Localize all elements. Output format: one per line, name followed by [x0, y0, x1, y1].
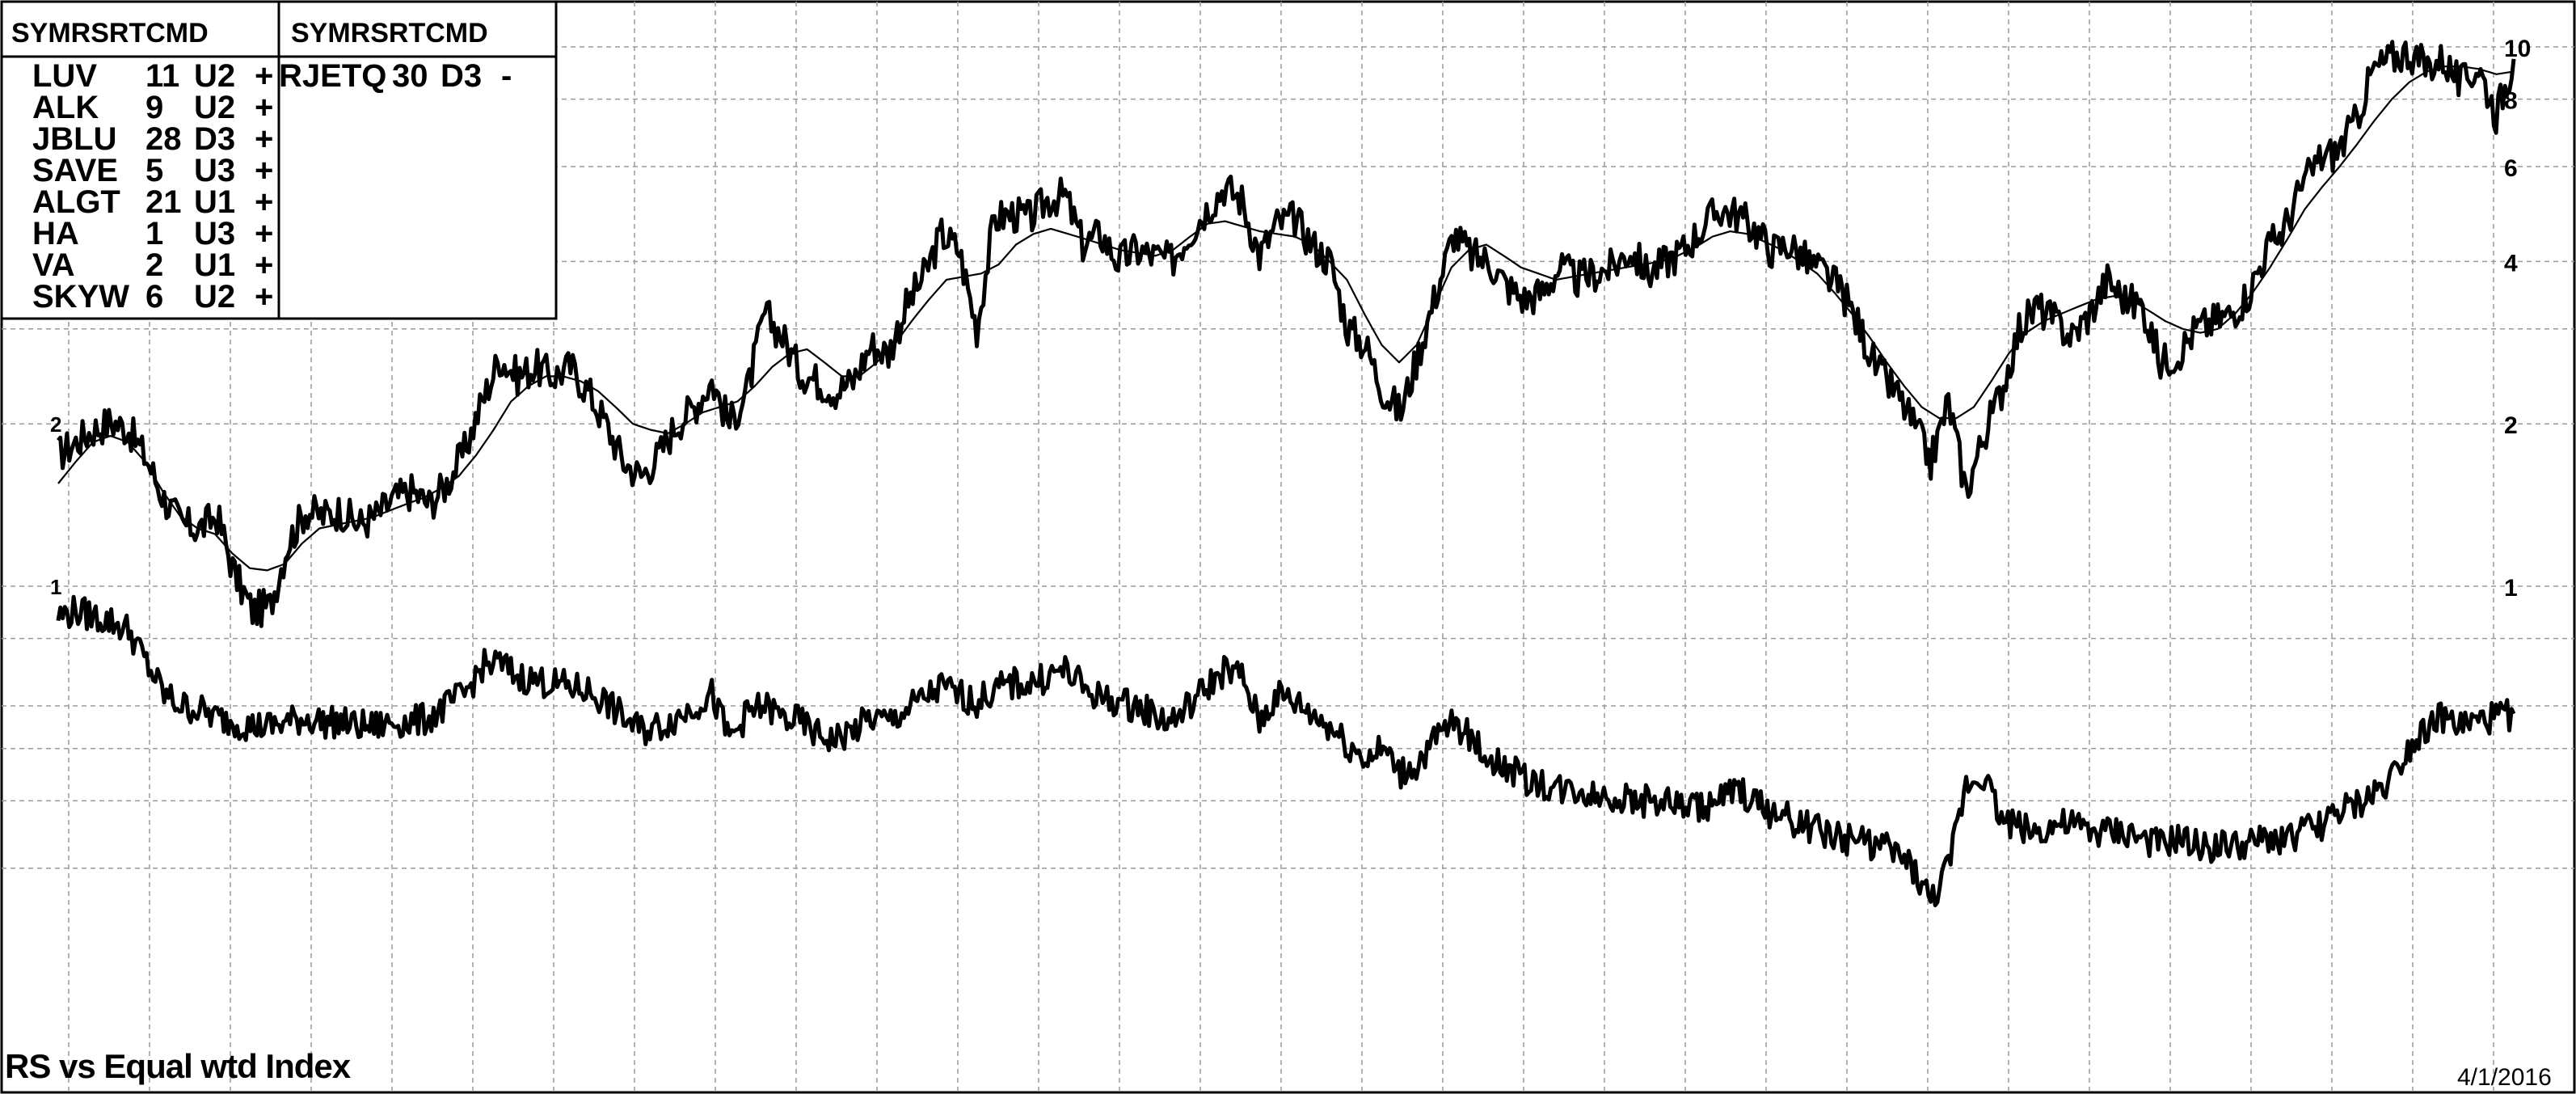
- left-row-cmd: +: [255, 153, 274, 188]
- left-row-rs: 5: [145, 153, 164, 188]
- right-row-sym: RJETQ: [279, 58, 387, 94]
- chart-title: RS vs Equal wtd Index: [5, 1047, 351, 1085]
- left-row-rt: U3: [194, 153, 236, 188]
- left-axis-tick-label: 2: [50, 412, 61, 437]
- left-row-sym: SAVE: [32, 153, 118, 188]
- left-table-header: SYMRSRTCMD: [11, 18, 209, 49]
- summary-table-frame: [0, 0, 558, 320]
- left-row-rs: 21: [145, 184, 182, 220]
- left-row-rt: U1: [194, 184, 236, 220]
- left-row-rt: U2: [194, 58, 236, 94]
- chart-date: 4/1/2016: [2457, 1064, 2552, 1091]
- left-row-sym: LUV: [32, 58, 97, 94]
- left-row-cmd: +: [255, 58, 274, 94]
- left-row-sym: ALGT: [32, 184, 120, 220]
- left-row-rs: 11: [145, 58, 180, 94]
- left-row-rs: 9: [145, 90, 164, 125]
- right-axis-tick-label: 6: [2504, 155, 2518, 182]
- right-axis-tick-label: 2: [2504, 412, 2518, 439]
- left-row-sym: SKYW: [32, 279, 129, 315]
- right-row-cmd: -: [501, 58, 512, 94]
- left-row-rt: D3: [194, 121, 236, 157]
- left-row-rs: 28: [145, 121, 182, 157]
- right-axis-tick-label: 4: [2504, 250, 2518, 277]
- right-row-rt: D3: [441, 58, 483, 94]
- price-series-line: [57, 40, 2516, 628]
- right-axis-tick-label: 1: [2504, 575, 2518, 602]
- left-row-rt: U2: [194, 279, 236, 315]
- left-row-sym: HA: [32, 216, 79, 251]
- right-row-rs: 30: [392, 58, 428, 94]
- left-row-rt: U3: [194, 216, 236, 251]
- left-row-cmd: +: [255, 279, 274, 315]
- right-table-header: SYMRSRTCMD: [291, 18, 488, 49]
- left-row-rs: 1: [145, 216, 164, 251]
- left-row-rs: 2: [145, 247, 164, 283]
- left-row-cmd: +: [255, 216, 274, 251]
- left-row-cmd: +: [255, 184, 274, 220]
- right-axis-tick-label: 8: [2504, 88, 2518, 115]
- left-row-sym: JBLU: [32, 121, 117, 157]
- left-row-rt: U2: [194, 90, 236, 125]
- left-row-cmd: +: [255, 121, 274, 157]
- left-row-sym: ALK: [32, 90, 99, 125]
- relative-strength-line: [56, 594, 2516, 908]
- left-axis-tick-label: 1: [50, 575, 61, 599]
- left-row-cmd: +: [255, 247, 274, 283]
- left-row-rs: 6: [145, 279, 164, 315]
- moving-average-line: [57, 65, 2515, 572]
- left-row-cmd: +: [255, 90, 274, 125]
- right-axis-tick-label: 10: [2504, 36, 2531, 62]
- left-row-sym: VA: [32, 247, 75, 283]
- left-row-rt: U1: [194, 247, 236, 283]
- series-layer: [56, 40, 2516, 908]
